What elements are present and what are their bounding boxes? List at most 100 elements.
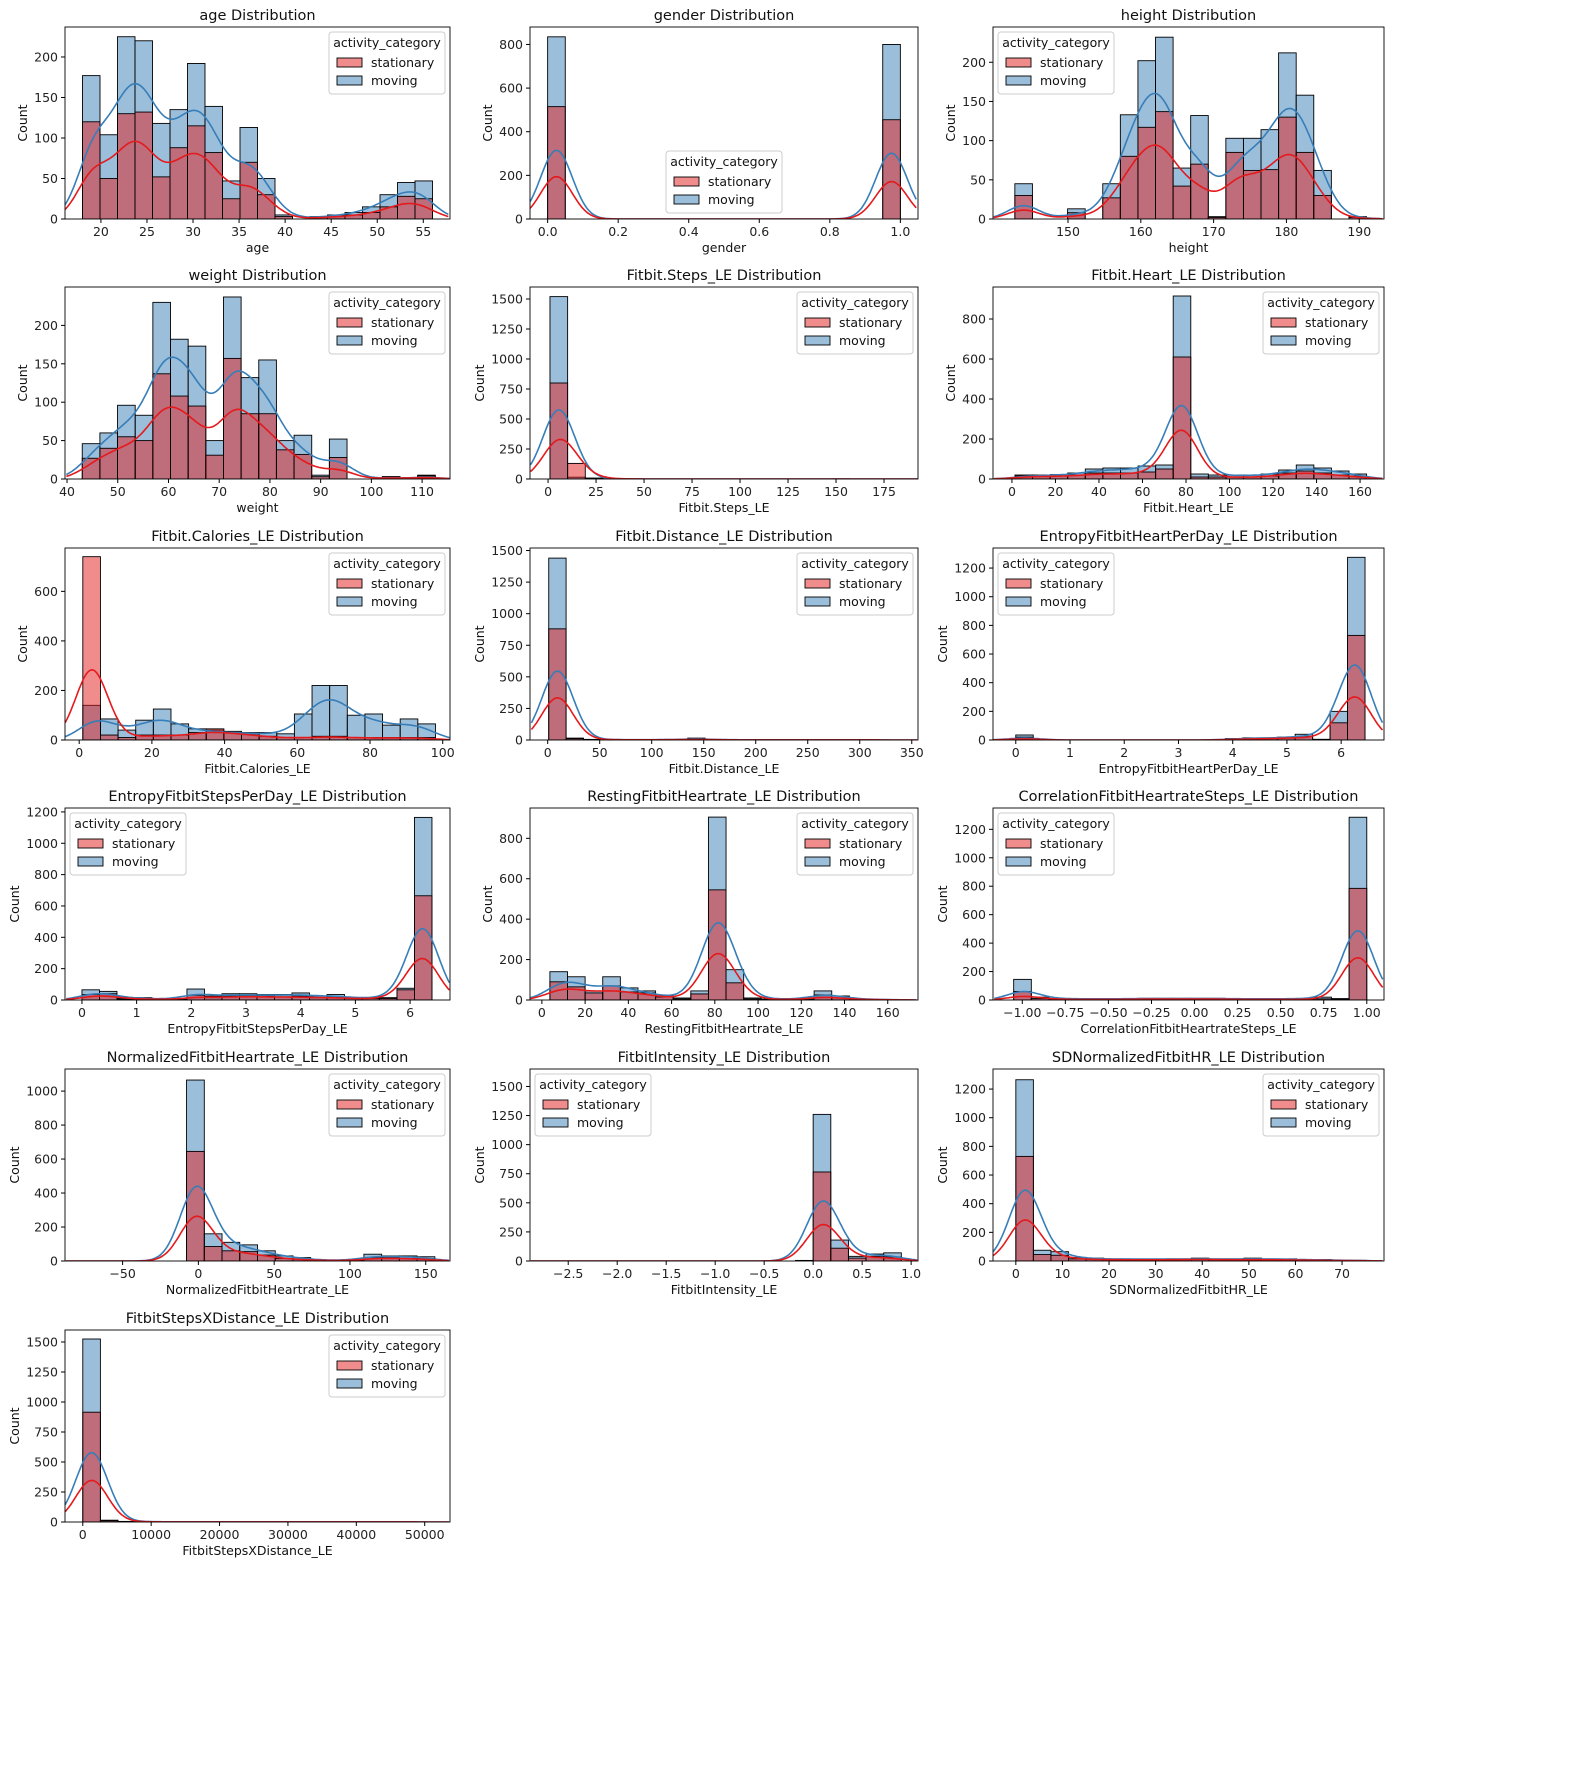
x-tick-label: 25 <box>139 224 155 239</box>
x-tick-label: 100 <box>640 745 664 760</box>
subplot: −50 0 50 100 150 0 200 400 600 800 1000 NormalizedF… <box>7 1050 451 1297</box>
moving-legend-swatch <box>804 596 831 607</box>
chart-title: EntropyFitbitStepsPerDay_LE Distribution <box>108 789 406 805</box>
stationary-bar <box>187 405 207 479</box>
moving-legend-swatch <box>336 1117 363 1128</box>
axes-frame <box>64 26 451 220</box>
y-tick-label: 1500 <box>491 1079 523 1094</box>
x-tick-label: 0.4 <box>679 224 699 239</box>
x-tick-label: 90 <box>313 484 329 499</box>
stationary-bar <box>187 125 206 219</box>
chart-title: Fitbit.Heart_LE Distribution <box>1091 268 1286 284</box>
y-tick-label: 0 <box>978 1254 986 1269</box>
y-tick-label: 0 <box>515 212 523 227</box>
legend: activity_category stationary moving <box>665 150 783 214</box>
y-tick-label: 1000 <box>26 1084 58 1099</box>
chart-title: height Distribution <box>1121 8 1256 24</box>
stationary-bar <box>152 373 171 479</box>
y-tick-label: 100 <box>34 130 58 145</box>
plot-area <box>530 296 918 479</box>
x-tick-label: 80 <box>707 1005 723 1020</box>
moving-legend-label: moving <box>708 192 755 207</box>
stationary-kde-line <box>993 429 1383 479</box>
x-axis-label: FitbitIntensity_LE <box>671 1282 778 1297</box>
plot-area <box>530 816 917 1000</box>
x-tick-label: 100 <box>338 1266 362 1281</box>
stationary-bar <box>203 1246 223 1261</box>
y-tick-label: 200 <box>34 961 58 976</box>
x-tick-label: 100 <box>746 1005 770 1020</box>
x-tick-label: 50 <box>110 484 126 499</box>
chart-title: RestingFitbitHeartrate_LE Distribution <box>587 789 860 805</box>
moving-legend-label: moving <box>1040 594 1087 609</box>
stationary-legend-swatch <box>336 317 363 328</box>
x-tick-label: 0.2 <box>608 224 628 239</box>
stationary-bar <box>99 734 119 740</box>
stationary-bar <box>1015 1155 1034 1261</box>
subplot: 0 10 20 30 40 50 60 70 0 200 400 600 800 1000 1200 SDNo… <box>935 1050 1385 1297</box>
chart-title: Fitbit.Calories_LE Distribution <box>151 529 364 545</box>
y-tick-label: 250 <box>499 442 523 457</box>
y-axis-label: Count <box>935 625 950 662</box>
legend-title: activity_category <box>333 1338 441 1353</box>
stationary-legend-swatch <box>804 838 831 849</box>
x-tick-label: 1.0 <box>901 1266 921 1281</box>
chart-title: gender Distribution <box>654 8 795 24</box>
legend-title: activity_category <box>1002 556 1110 571</box>
x-tick-label: 80 <box>1178 484 1194 499</box>
moving-bar <box>399 718 419 740</box>
x-tick-label: 35 <box>231 224 247 239</box>
y-tick-label: 1250 <box>491 575 523 590</box>
axes-frame <box>64 286 451 480</box>
y-tick-label: 1200 <box>954 1082 986 1097</box>
stationary-bar <box>82 556 101 740</box>
stationary-bar <box>81 457 101 479</box>
moving-legend-swatch <box>542 1117 569 1128</box>
x-axis-label: RestingFitbitHeartrate_LE <box>645 1021 804 1036</box>
y-axis-label: Count <box>943 104 958 141</box>
stationary-legend-swatch <box>336 1099 363 1110</box>
stationary-bar <box>186 1150 205 1261</box>
subplot: 0 50 100 150 200 250 300 350 0 250 500 750 1000 1250 1… <box>472 529 924 776</box>
x-tick-label: 30 <box>1148 1266 1164 1281</box>
stationary-bar <box>82 1411 101 1522</box>
axes-frame <box>992 26 1385 220</box>
legend: activity_category stationary moving <box>997 552 1115 616</box>
plot-area <box>65 556 450 740</box>
moving-legend-label: moving <box>371 73 418 88</box>
moving-legend-swatch <box>1005 75 1032 86</box>
x-tick-label: 150 <box>1056 224 1080 239</box>
x-tick-label: 25 <box>588 484 604 499</box>
stationary-kde-line <box>66 957 450 1000</box>
x-tick-label: 160 <box>1129 224 1153 239</box>
stationary-bar <box>882 119 901 219</box>
x-tick-label: 80 <box>262 484 278 499</box>
plot-area <box>993 295 1383 479</box>
x-tick-label: −2.0 <box>602 1266 632 1281</box>
stationary-bar <box>240 413 260 479</box>
plot-area <box>993 36 1383 219</box>
stationary-bar <box>293 453 313 479</box>
x-tick-label: 50 <box>636 484 652 499</box>
subplot: −2.5 −2.0 −1.5 −1.0 −0.5 0.0 0.5 1.0 0 250 500 750 1… <box>472 1050 921 1297</box>
stationary-legend-swatch <box>542 1099 569 1110</box>
x-tick-label: 60 <box>664 1005 680 1020</box>
axes-frame <box>64 807 451 1001</box>
legend: activity_category stationary moving <box>328 552 446 616</box>
moving-legend-label: moving <box>371 1115 418 1130</box>
x-axis-label: EntropyFitbitStepsPerDay_LE <box>167 1021 347 1036</box>
x-tick-label: 50 <box>1241 1266 1257 1281</box>
stationary-bar <box>397 195 416 219</box>
y-tick-label: 600 <box>34 584 58 599</box>
stationary-bar <box>1190 163 1209 219</box>
stationary-bar <box>1313 195 1332 219</box>
y-tick-label: 400 <box>499 912 523 927</box>
stationary-bar <box>547 106 566 219</box>
moving-kde-line <box>530 921 917 1000</box>
stationary-legend-label: stationary <box>839 315 903 330</box>
stationary-bar <box>567 462 586 479</box>
x-tick-label: 30 <box>185 224 201 239</box>
y-axis-label: Count <box>472 364 487 401</box>
legend: activity_category stationary moving <box>796 812 914 876</box>
subplot: 0.0 0.2 0.4 0.6 0.8 1.0 0 200 400 600 800 gender Di… <box>480 8 919 255</box>
